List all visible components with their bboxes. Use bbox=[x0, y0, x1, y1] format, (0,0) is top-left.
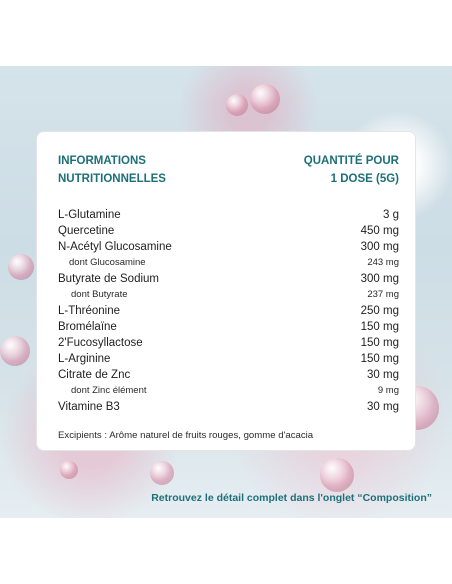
table-subrow: dont Zinc élément 9 mg bbox=[58, 383, 399, 399]
table-subrow: dont Glucosamine 243 mg bbox=[58, 255, 399, 271]
composition-tab-hint: Retrouvez le détail complet dans l'ongle… bbox=[151, 492, 432, 504]
table-row: Bromélaïne 150 mg bbox=[58, 319, 399, 335]
nutrition-card: INFORMATIONS NUTRITIONNELLES QUANTITÉ PO… bbox=[36, 131, 416, 451]
table-row: Citrate de Znc 30 mg bbox=[58, 367, 399, 383]
sub-ingredient-amount: 9 mg bbox=[377, 385, 399, 396]
sub-ingredient-name: dont Zinc élément bbox=[71, 385, 147, 396]
molecule-bubble bbox=[226, 94, 248, 116]
quantity-heading-line-2: 1 DOSE (5G) bbox=[330, 173, 399, 185]
table-row: 2'Fucosyllactose 150 mg bbox=[58, 335, 399, 351]
heading-line-2: NUTRITIONNELLES bbox=[58, 173, 166, 185]
molecule-bubble bbox=[150, 461, 174, 485]
ingredient-name: L-Glutamine bbox=[58, 209, 121, 221]
ingredient-name: Citrate de Znc bbox=[58, 369, 131, 381]
sub-ingredient-name: dont Butyrate bbox=[71, 289, 128, 300]
ingredient-name: Butyrate de Sodium bbox=[58, 273, 160, 285]
nutrition-info-heading: INFORMATIONS NUTRITIONNELLES bbox=[58, 152, 166, 188]
ingredient-amount: 450 mg bbox=[360, 225, 399, 237]
ingredient-name: Quercetine bbox=[58, 225, 115, 237]
excipients-note: Excipients : Arôme naturel de fruits rou… bbox=[58, 430, 314, 441]
ingredient-amount: 3 g bbox=[383, 209, 399, 221]
table-row: Butyrate de Sodium 300 mg bbox=[58, 271, 399, 287]
ingredient-name: L-Thréonine bbox=[58, 305, 121, 317]
molecule-bubble bbox=[320, 458, 354, 492]
sub-ingredient-name: dont Glucosamine bbox=[69, 257, 146, 268]
sub-ingredient-amount: 243 mg bbox=[367, 257, 399, 268]
ingredient-amount: 300 mg bbox=[360, 241, 399, 253]
ingredient-name: L-Arginine bbox=[58, 353, 111, 365]
ingredient-amount: 150 mg bbox=[360, 353, 399, 365]
nutrition-table: L-Glutamine 3 g Quercetine 450 mg N-Acét… bbox=[58, 207, 399, 415]
ingredient-name: N-Acétyl Glucosamine bbox=[58, 241, 172, 253]
table-row: Vitamine B3 30 mg bbox=[58, 399, 399, 415]
heading-line-1: INFORMATIONS bbox=[58, 155, 146, 167]
ingredient-amount: 300 mg bbox=[360, 273, 399, 285]
ingredient-name: 2'Fucosyllactose bbox=[58, 337, 143, 349]
quantity-heading: QUANTITÉ POUR 1 DOSE (5G) bbox=[304, 152, 399, 188]
ingredient-amount: 150 mg bbox=[360, 321, 399, 333]
table-row: L-Thréonine 250 mg bbox=[58, 303, 399, 319]
molecule-bubble bbox=[250, 84, 280, 114]
table-row: Quercetine 450 mg bbox=[58, 223, 399, 239]
quantity-heading-line-1: QUANTITÉ POUR bbox=[303, 155, 399, 167]
ingredient-amount: 250 mg bbox=[360, 305, 399, 317]
molecule-bubble bbox=[8, 254, 34, 280]
ingredient-amount: 30 mg bbox=[367, 369, 399, 381]
ingredient-amount: 30 mg bbox=[367, 401, 399, 413]
sub-ingredient-amount: 237 mg bbox=[367, 289, 399, 300]
molecule-bubble bbox=[60, 461, 78, 479]
ingredient-amount: 150 mg bbox=[360, 337, 399, 349]
table-subrow: dont Butyrate 237 mg bbox=[58, 287, 399, 303]
table-row: N-Acétyl Glucosamine 300 mg bbox=[58, 239, 399, 255]
molecule-bubble bbox=[0, 336, 30, 366]
ingredient-name: Bromélaïne bbox=[58, 321, 117, 333]
table-row: L-Glutamine 3 g bbox=[58, 207, 399, 223]
table-row: L-Arginine 150 mg bbox=[58, 351, 399, 367]
ingredient-name: Vitamine B3 bbox=[58, 401, 120, 413]
